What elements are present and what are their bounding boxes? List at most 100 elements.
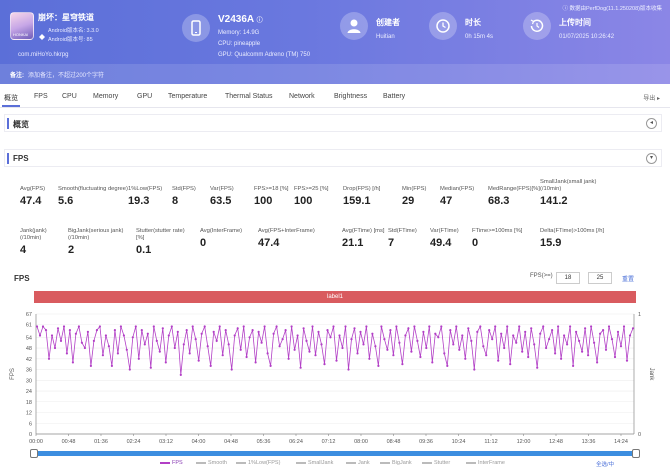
data-point: [287, 357, 290, 360]
legend-item[interactable]: BigJank: [380, 460, 412, 466]
y2-tick-label: 1: [638, 312, 641, 318]
stat-value: 47.4: [20, 195, 42, 207]
x-tick-label: 00:00: [29, 439, 43, 445]
scroll-handle-right[interactable]: [632, 449, 640, 458]
data-point: [622, 325, 626, 328]
data-point: [188, 352, 191, 355]
data-point: [77, 325, 80, 328]
data-point: [44, 329, 48, 332]
fps-threshold-input-1[interactable]: 18: [556, 272, 580, 284]
y-axis-label: FPS: [10, 368, 16, 380]
fps-threshold-input-2[interactable]: 25: [588, 272, 612, 284]
stat-value: 21.1: [342, 237, 364, 249]
fps-line-chart[interactable]: 0 6 12 18 24 30 36 42 48 54 61 67 0 1 FPS Jank 00:00 00:4…: [0, 308, 670, 450]
data-point: [389, 329, 392, 332]
legend-item[interactable]: Jank: [346, 460, 370, 466]
tab-battery[interactable]: Battery: [383, 93, 406, 100]
data-point: [607, 325, 611, 328]
creator-info: 创建者 Huitian: [340, 12, 440, 46]
stat-item: FTime>=100ms [%] 0: [472, 228, 562, 249]
x-tick-label: 01:36: [94, 439, 108, 445]
data-point: [410, 350, 413, 353]
tab-network[interactable]: Network: [289, 93, 315, 100]
tab-overview[interactable]: 概览: [4, 95, 18, 102]
legend-item[interactable]: InterFrame: [466, 460, 505, 466]
stat-label: Stutter(stutter rate) [%]: [136, 228, 185, 241]
data-point: [209, 364, 212, 367]
data-point: [604, 348, 608, 351]
legend-item[interactable]: SmallJank: [296, 460, 333, 466]
data-point: [533, 343, 536, 346]
label-band[interactable]: label1: [34, 291, 636, 303]
device-cpu: CPU: pineapple: [218, 41, 261, 47]
tab-cpu[interactable]: CPU: [62, 93, 77, 100]
data-point: [395, 325, 398, 328]
legend-item[interactable]: 1%Low(FPS): [236, 460, 280, 466]
tab-thermal-status[interactable]: Thermal Status: [225, 93, 273, 100]
phone-icon: [182, 14, 210, 42]
data-point: [602, 329, 605, 332]
collapse-toggle-icon[interactable]: ◂: [646, 118, 657, 129]
stat-item: 1%Low(FPS) 19.3: [128, 186, 218, 207]
y-tick-label: 12: [26, 411, 32, 417]
note-bar[interactable]: 备注: 添加备注，不超过200个字符: [0, 64, 670, 84]
data-point: [230, 368, 233, 371]
stat-label: FPS>=18 [%]: [254, 186, 289, 192]
legend-item[interactable]: FPS: [160, 460, 183, 466]
stat-label: FTime>=100ms [%]: [472, 228, 523, 234]
data-point: [53, 346, 57, 350]
data-point: [35, 325, 39, 328]
metric-tabs: 概览 FPS CPU Memory GPU Temperature Therma…: [0, 86, 670, 108]
tab-memory[interactable]: Memory: [93, 93, 119, 100]
select-all-button[interactable]: 全选/中: [596, 462, 615, 468]
note-input[interactable]: 添加备注，不超过200个字符: [28, 73, 105, 79]
data-point: [200, 332, 203, 335]
data-point: [155, 339, 158, 342]
stat-label: Jank(jank) (/10min): [20, 228, 47, 241]
data-point: [437, 336, 440, 339]
x-tick-label: 12:48: [549, 439, 563, 445]
data-point: [581, 350, 584, 353]
stat-label: SmallJank(small jank) (/10min): [540, 179, 597, 192]
duration-info: 时长 0h 15m 4s: [429, 12, 529, 46]
data-point: [125, 348, 128, 351]
data-point: [392, 354, 395, 357]
reset-button[interactable]: 重置: [622, 277, 635, 283]
report-header: ⓘ 数据由PerfDog(11.1.250208)版本收集 HONKAI 崩坏：…: [0, 0, 670, 84]
legend-label: Stutter: [434, 460, 451, 466]
y-tick-label: 42: [26, 357, 32, 363]
user-icon: [340, 12, 368, 40]
time-range-scrollbar[interactable]: [34, 451, 636, 456]
data-point: [368, 357, 371, 360]
stat-item: Avg(FTime) [ms] 21.1: [342, 228, 432, 249]
data-point: [536, 366, 539, 369]
stat-label: Smooth(fluctuating degree): [58, 186, 128, 192]
data-point: [227, 343, 230, 346]
data-point: [563, 334, 566, 337]
data-point: [512, 334, 515, 337]
collector-info: ⓘ 数据由PerfDog(11.1.250208)版本收集: [562, 6, 662, 12]
y-tick-label: 18: [26, 400, 32, 406]
expand-toggle-icon[interactable]: ▾: [646, 153, 657, 164]
legend-item[interactable]: Smooth: [196, 460, 227, 466]
data-point: [305, 339, 308, 342]
data-point: [233, 334, 236, 337]
data-point: [161, 327, 164, 330]
stat-item: Min(FPS) 29: [402, 186, 492, 207]
tab-fps[interactable]: FPS: [34, 93, 48, 100]
note-label: 备注:: [10, 73, 24, 79]
scroll-handle-left[interactable]: [30, 449, 38, 458]
x-tick-label: 14:24: [614, 439, 628, 445]
tab-brightness[interactable]: Brightness: [334, 93, 368, 100]
tab-temperature[interactable]: Temperature: [168, 93, 208, 100]
legend-item[interactable]: Stutter: [422, 460, 450, 466]
data-point: [314, 354, 317, 357]
data-point: [599, 332, 602, 335]
tab-gpu[interactable]: GPU: [137, 93, 153, 100]
data-point: [464, 357, 467, 360]
export-button[interactable]: 导出 ▸: [643, 96, 660, 102]
stat-value: 29: [402, 195, 415, 207]
stat-value: 5.6: [58, 195, 74, 207]
creator-label: 创建者: [376, 18, 400, 27]
upload-info: 上传时间 01/07/2025 10:26:42: [523, 12, 623, 46]
